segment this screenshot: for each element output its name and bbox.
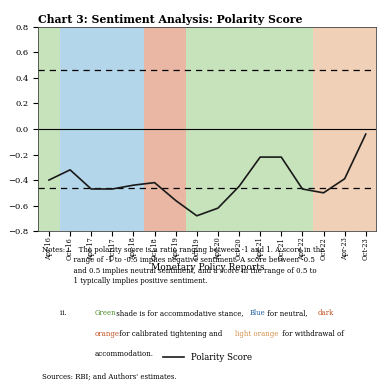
- Text: Blue: Blue: [250, 309, 266, 317]
- X-axis label: Monetary Policy Reports: Monetary Policy Reports: [151, 263, 264, 272]
- Text: dark: dark: [318, 309, 334, 317]
- Legend: Polarity Score: Polarity Score: [159, 350, 256, 366]
- Text: Chart 3: Sentiment Analysis: Polarity Score: Chart 3: Sentiment Analysis: Polarity Sc…: [38, 14, 303, 25]
- Bar: [144, 27, 186, 231]
- Bar: [186, 27, 313, 231]
- Bar: [38, 27, 60, 231]
- Text: for calibrated tightening and: for calibrated tightening and: [118, 329, 225, 338]
- Bar: [60, 27, 144, 231]
- Text: Notes: i.   The polarity score is a ratio ranging between -1 and 1. A score in t: Notes: i. The polarity score is a ratio …: [42, 246, 324, 285]
- Text: for withdrawal of: for withdrawal of: [280, 329, 344, 338]
- Text: shade is for accommodative stance,: shade is for accommodative stance,: [114, 309, 245, 317]
- Text: Green: Green: [95, 309, 116, 317]
- Text: ii.: ii.: [42, 309, 73, 317]
- Text: for neutral,: for neutral,: [265, 309, 310, 317]
- Text: accommodation.: accommodation.: [95, 350, 154, 358]
- Bar: [313, 27, 376, 231]
- Text: Sources: RBI; and Authors' estimates.: Sources: RBI; and Authors' estimates.: [42, 373, 176, 381]
- Y-axis label: Score: Score: [0, 116, 3, 142]
- Text: orange: orange: [95, 329, 120, 338]
- Text: light orange: light orange: [235, 329, 278, 338]
